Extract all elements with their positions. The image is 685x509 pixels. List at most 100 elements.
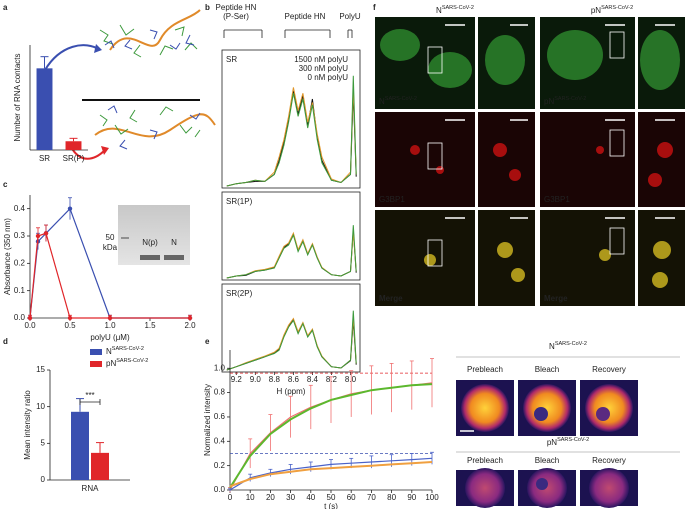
y-axis-title: Number of RNA contacts — [13, 53, 22, 141]
annotation: Peptide HN — [285, 12, 326, 21]
spectrum-label: SR(1P) — [226, 197, 253, 206]
x-tick-label: SR(P) — [63, 154, 85, 163]
spectrum-label: SR(2P) — [226, 289, 253, 298]
x-tick-label: 9.0 — [250, 375, 262, 384]
y-tick-label: 15 — [36, 365, 45, 374]
y-tick-label: 1.0 — [214, 363, 226, 372]
legend-entry-sup: SARS-CoV-2 — [112, 346, 144, 352]
point — [187, 315, 193, 321]
legend-entry: NSARS-CoV-2 — [106, 346, 144, 356]
frap-group-title: NSARS-CoV-2 — [549, 341, 587, 351]
channel-label: pNSARS-CoV-2 — [544, 96, 586, 106]
x-tick-label: 0.5 — [64, 321, 76, 330]
frap-stage-label: Recovery — [592, 365, 626, 374]
gel-marker-label: 50 — [106, 233, 115, 242]
legend-entry: 0 nM polyU — [308, 73, 349, 82]
significance-label: *** — [85, 391, 94, 400]
gel-band — [140, 255, 160, 260]
panel-label: a — [3, 3, 8, 12]
y-axis-title: Normalized intensity — [203, 384, 212, 456]
y-tick-label: 0.8 — [214, 388, 226, 397]
x-axis-title: t (s) — [324, 502, 338, 509]
point — [107, 315, 113, 321]
frap-images — [456, 356, 680, 508]
y-tick-label: 0.1 — [14, 286, 26, 295]
frap-group-title-main: N — [549, 342, 555, 351]
gel-inset — [118, 205, 190, 265]
legend-entry-main: N — [106, 347, 112, 356]
gel-band — [164, 255, 184, 260]
point — [27, 315, 33, 321]
channel-label-main: pN — [544, 97, 554, 106]
x-axis-title: H (ppm) — [277, 387, 306, 396]
frap-stage-label: Bleach — [535, 456, 559, 465]
channel-label: G3BP1 — [379, 195, 405, 204]
x-tick-label: 0 — [228, 493, 233, 502]
channel-label-main: N — [379, 97, 385, 106]
spectrum-line — [226, 75, 357, 187]
y-tick-label: 0 — [41, 475, 46, 484]
gel-lane-label: N — [171, 238, 177, 247]
spectrum-line — [226, 225, 357, 279]
legend-entry: pNSARS-CoV-2 — [106, 358, 148, 368]
bar — [36, 68, 53, 150]
frap-group-title: pNSARS-CoV-2 — [547, 437, 589, 447]
frap-group-title-sup: SARS-CoV-2 — [555, 341, 587, 347]
annotation: Peptide HN — [216, 3, 257, 12]
frap-stage-label: Prebleach — [467, 365, 503, 374]
annotation: (P-Ser) — [223, 12, 249, 21]
channel-label-sup: SARS-CoV-2 — [554, 96, 586, 102]
panel-label: e — [205, 337, 210, 346]
frap-stage-label: Recovery — [592, 456, 626, 465]
series-line — [229, 461, 433, 488]
spectrum-box — [221, 191, 361, 281]
microscopy-images — [375, 17, 685, 306]
channel-label-sup: SARS-CoV-2 — [385, 96, 417, 102]
x-tick-label: 8.8 — [269, 375, 281, 384]
x-axis-title: polyU (μM) — [90, 333, 130, 342]
column-title-sup: SARS-CoV-2 — [442, 5, 474, 11]
panel-label: b — [205, 3, 210, 12]
x-tick-label: 30 — [286, 493, 295, 502]
x-tick-label: 50 — [327, 493, 336, 502]
frap-group-title-main: pN — [547, 438, 557, 447]
spectrum-line — [226, 317, 357, 371]
x-tick-label: 9.2 — [231, 375, 243, 384]
x-tick-label: 8.4 — [307, 375, 319, 384]
y-axis-title: Mean intensity ratio — [23, 390, 32, 460]
gel-lane-label: N(p) — [142, 238, 158, 247]
legend-entry-main: pN — [106, 359, 116, 368]
series-line — [29, 232, 190, 319]
gel-marker-label: kDa — [103, 243, 118, 252]
column-title: pNSARS-CoV-2 — [591, 5, 633, 15]
channel-label: Merge — [544, 294, 568, 303]
legend-swatch — [90, 361, 102, 367]
frap-stage-label: Bleach — [535, 365, 559, 374]
column-title-sup: SARS-CoV-2 — [601, 5, 633, 11]
x-tick-label: 70 — [367, 493, 376, 502]
x-tick-label: 8.6 — [288, 375, 300, 384]
y-tick-label: 0.6 — [214, 412, 226, 421]
structure-illustration — [44, 9, 216, 160]
column-title-main: pN — [591, 6, 601, 15]
x-tick-label: 10 — [246, 493, 255, 502]
frap-group-title-sup: SARS-CoV-2 — [557, 437, 589, 443]
y-tick-label: 5 — [41, 438, 46, 447]
x-tick-label: 0.0 — [24, 321, 36, 330]
series-line — [229, 457, 433, 491]
frap-stage-label: Prebleach — [467, 456, 503, 465]
x-tick-label: SR — [39, 154, 50, 163]
annotation: PolyU — [339, 12, 361, 21]
channel-label: G3BP1 — [544, 195, 570, 204]
y-tick-label: 0.0 — [14, 313, 26, 322]
point — [35, 233, 41, 239]
channel-label: NSARS-CoV-2 — [379, 96, 417, 106]
spectrum-box — [221, 283, 361, 373]
legend-entry: 300 nM polyU — [299, 64, 349, 73]
spectrum-label: SR — [226, 55, 237, 64]
point — [67, 315, 73, 321]
y-tick-label: 0.0 — [214, 485, 226, 494]
legend-swatch — [90, 349, 102, 355]
x-tick-label: 1.0 — [104, 321, 116, 330]
